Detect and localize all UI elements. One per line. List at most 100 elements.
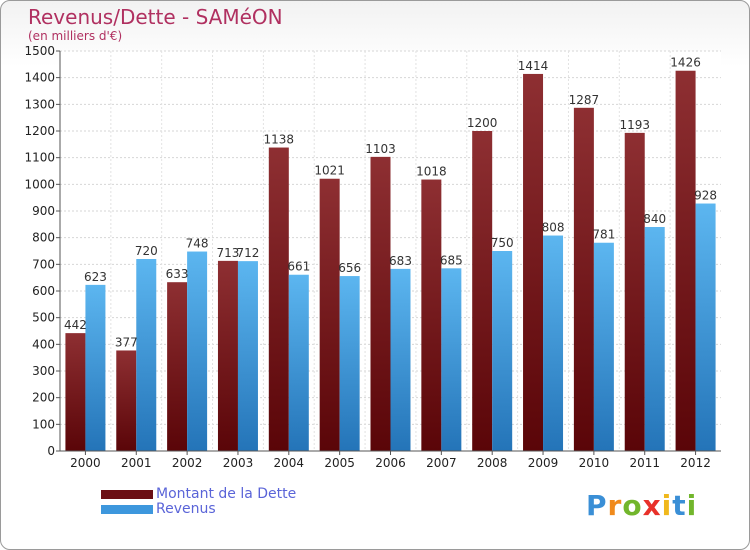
data-label: 683 [389,254,412,268]
data-label: 840 [643,212,666,226]
data-label: 1414 [518,59,549,73]
legend-label-revenus: Revenus [156,501,216,517]
data-label: 1200 [467,116,498,130]
x-tick-label: 2004 [274,456,305,470]
bar-debt [268,147,289,452]
bar-debt [624,132,645,451]
bar-debt [116,350,137,451]
bar-debt [675,70,696,451]
data-label: 633 [166,267,189,281]
y-tick-label: 500 [32,311,55,325]
bar-revenus [543,235,564,451]
bar-revenus [492,251,513,451]
chart-title: Revenus/Dette - SAMéON [28,5,283,29]
x-tick-label: 2002 [172,456,203,470]
data-label: 712 [237,246,260,260]
data-label: 442 [64,318,87,332]
data-label: 1193 [619,118,650,132]
axis-layer: 0 100 200 300 400 500 600 700 800 900 1000 1100 1200… [24,44,721,470]
y-tick-label: 900 [32,204,55,218]
bar-revenus [237,261,258,451]
data-label: 781 [592,228,615,242]
bar-debt [167,282,188,451]
data-label: 1138 [264,133,295,147]
legend-label-debt: Montant de la Dette [156,486,297,502]
y-tick-label: 1000 [24,177,55,191]
y-tick-label: 800 [32,231,55,245]
bar-revenus [85,284,106,451]
x-tick-label: 2001 [121,456,152,470]
data-label: 1018 [416,165,447,179]
bar-revenus [390,268,411,451]
bar-debt [65,333,86,451]
chart-subtitle: (en milliers d'€) [28,29,123,43]
bar-debt [319,178,340,451]
data-label: 808 [542,221,565,235]
y-tick-label: 600 [32,284,55,298]
bar-debt [472,131,493,451]
logo-letter: P [586,489,608,522]
bar-revenus [339,276,360,451]
logo-letter: r [607,489,623,522]
logo-letter: x [642,489,662,522]
x-tick-label: 2007 [426,456,457,470]
x-tick-label: 2012 [680,456,711,470]
x-tick-label: 2003 [223,456,254,470]
bar-revenus [593,242,614,451]
data-label: 720 [135,244,158,258]
legend-swatch-debt [101,490,153,499]
data-label: 1287 [569,93,600,107]
x-tick-label: 2005 [324,456,355,470]
x-tick-label: 2000 [70,456,101,470]
x-tick-label: 2006 [375,456,406,470]
bar-revenus [695,203,716,451]
bar-revenus [441,268,462,451]
data-label: 1021 [314,164,345,178]
data-label: 713 [217,246,240,260]
proxiti-logo: Proxiti [586,489,697,522]
bar-debt [523,73,544,451]
bar-revenus [288,274,309,451]
x-tick-label: 2008 [477,456,508,470]
logo-letter: t [672,489,687,522]
data-label: 1103 [365,142,396,156]
bar-debt [421,179,442,452]
x-tick-label: 2011 [629,456,660,470]
data-label: 685 [440,253,463,267]
legend-swatch-revenus [101,505,153,514]
data-label: 656 [338,261,361,275]
y-tick-label: 0 [47,444,55,458]
y-tick-label: 300 [32,364,55,378]
data-label: 661 [287,260,310,274]
data-label: 928 [694,189,717,203]
logo-letter: o [622,489,643,522]
bar-debt [217,260,238,451]
bar-revenus [187,251,208,451]
bar-revenus [644,227,665,451]
logo-letter: i [686,489,698,522]
y-tick-label: 100 [32,417,55,431]
x-tick-label: 2009 [528,456,559,470]
logo-letter: i [661,489,673,522]
data-label: 748 [186,237,209,251]
y-tick-label: 1100 [24,151,55,165]
bar-layer [65,70,716,452]
data-label: 750 [491,236,514,250]
y-tick-label: 1400 [24,71,55,85]
y-tick-label: 200 [32,391,55,405]
y-tick-label: 1300 [24,97,55,111]
y-tick-label: 400 [32,337,55,351]
data-label: 623 [84,270,107,284]
y-tick-label: 700 [32,257,55,271]
bar-debt [370,156,391,451]
x-tick-label: 2010 [579,456,610,470]
bar-revenus [136,259,157,451]
y-tick-label: 1200 [24,124,55,138]
y-tick-label: 1500 [24,44,55,58]
data-label: 1426 [670,56,701,70]
data-label: 377 [115,335,138,349]
bar-debt [573,107,594,452]
